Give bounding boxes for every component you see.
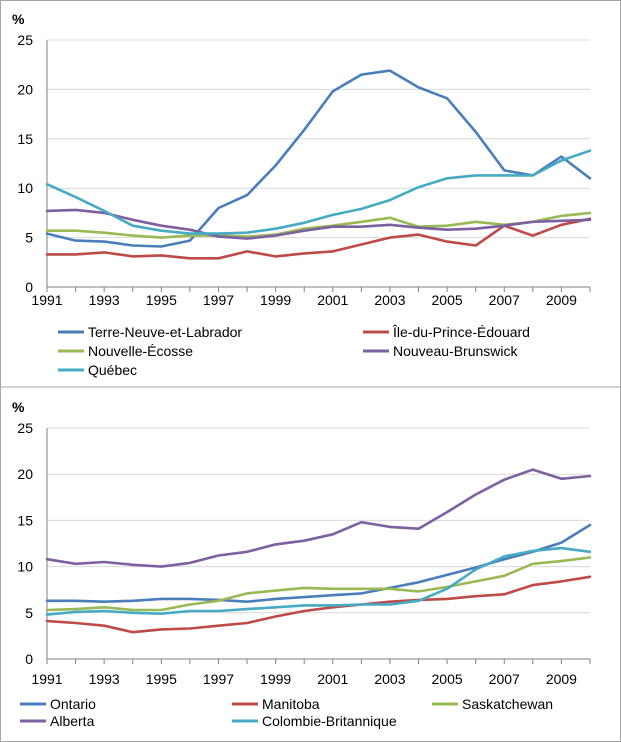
x-tick-label: 2005 (432, 671, 463, 687)
legend-label-colombie-britannique: Colombie-Britannique (262, 713, 397, 729)
x-tick-label: 1991 (31, 671, 62, 687)
x-tick-label: 1995 (146, 671, 177, 687)
x-tick-label: 2009 (546, 671, 577, 687)
y-tick-label: 5 (25, 230, 33, 246)
legend-label-ontario: Ontario (50, 696, 96, 712)
y-axis-label: % (12, 11, 25, 27)
x-tick-label: 1995 (146, 292, 177, 308)
legend-label-nouveau-brunswick: Nouveau-Brunswick (393, 343, 518, 359)
x-tick-label: 2009 (546, 292, 577, 308)
legend-label-alberta: Alberta (50, 713, 95, 729)
legend-label-nouvelle-ecosse: Nouvelle-Écosse (88, 343, 193, 359)
legend-label-quebec: Québec (88, 362, 137, 378)
y-tick-label: 0 (25, 279, 33, 295)
x-tick-label: 2001 (317, 292, 348, 308)
legend-label-terre-neuve-et-labrador: Terre-Neuve-et-Labrador (88, 324, 242, 340)
x-tick-label: 1997 (203, 292, 234, 308)
x-tick-label: 1999 (260, 671, 291, 687)
y-tick-label: 10 (17, 559, 33, 575)
y-tick-label: 0 (25, 651, 33, 667)
x-tick-label: 2003 (374, 292, 405, 308)
y-axis-label: % (12, 399, 25, 415)
y-tick-label: 10 (17, 180, 33, 196)
series-line-alberta (45, 468, 592, 568)
legend-label-manitoba: Manitoba (262, 696, 320, 712)
x-tick-label: 2001 (317, 671, 348, 687)
chart-panel-1: % 0 5 10 15 20 25 1991 1993 1995 1997 1999 2001 2003 2… (12, 11, 592, 378)
chart-panel-2: % 0 5 10 15 20 25 1991 1993 1995 1997 1999 2001 2003 2… (12, 399, 592, 729)
series-line-colombie-britannique (45, 546, 592, 616)
x-tick-label: 1997 (203, 671, 234, 687)
x-tick-label: 1993 (89, 671, 120, 687)
x-tick-label: 2007 (489, 671, 520, 687)
series-line-terre-neuve-et-labrador (45, 69, 592, 248)
x-tick-label: 2003 (374, 671, 405, 687)
y-tick-label: 5 (25, 605, 33, 621)
legend-label-ile-du-prince-edouard: Île-du-Prince-Édouard (392, 324, 530, 340)
series-line-saskatchewan (45, 556, 592, 612)
y-tick-label: 15 (17, 131, 33, 147)
series-line-ontario (45, 523, 592, 604)
x-tick-label: 1991 (31, 292, 62, 308)
y-tick-label: 20 (17, 466, 33, 482)
x-tick-label: 1993 (89, 292, 120, 308)
y-tick-label: 15 (17, 512, 33, 528)
legend: Terre-Neuve-et-Labrador Île-du-Prince-Édo… (58, 324, 530, 378)
x-tick-label: 2005 (432, 292, 463, 308)
x-tick-label: 2007 (489, 292, 520, 308)
legend: Ontario Manitoba Saskatchewan Alberta Colomb… (20, 696, 553, 729)
series-line-ile-du-prince-edouard (45, 217, 592, 260)
y-tick-label: 20 (17, 81, 33, 97)
y-tick-label: 25 (17, 420, 33, 436)
y-tick-label: 25 (17, 32, 33, 48)
series-line-nouveau-brunswick (45, 208, 592, 240)
legend-label-saskatchewan: Saskatchewan (462, 696, 553, 712)
series-line-nouvelle-ecosse (45, 211, 592, 239)
x-tick-label: 1999 (260, 292, 291, 308)
series-line-manitoba (45, 575, 592, 634)
series-line-quebec (45, 149, 592, 235)
